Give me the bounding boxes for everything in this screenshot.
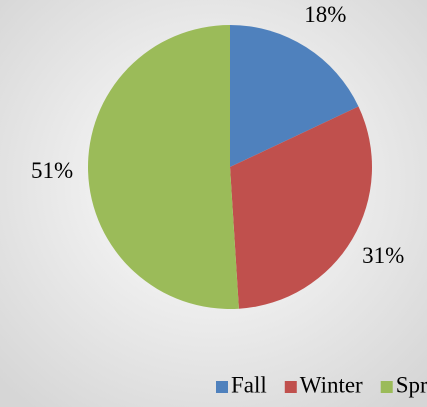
legend-label: Winter <box>300 372 363 397</box>
pie-slice <box>230 25 359 167</box>
legend-label: Spring <box>396 372 427 397</box>
legend-swatch <box>380 381 393 393</box>
legend-swatch <box>284 381 297 393</box>
data-label: 51% <box>31 158 73 183</box>
data-label: 18% <box>304 2 346 27</box>
pie-slice <box>230 106 373 309</box>
legend-label: Fall <box>231 372 267 397</box>
legend-swatch <box>216 381 228 393</box>
pie-slice <box>87 25 239 310</box>
data-label: 31% <box>362 243 404 268</box>
